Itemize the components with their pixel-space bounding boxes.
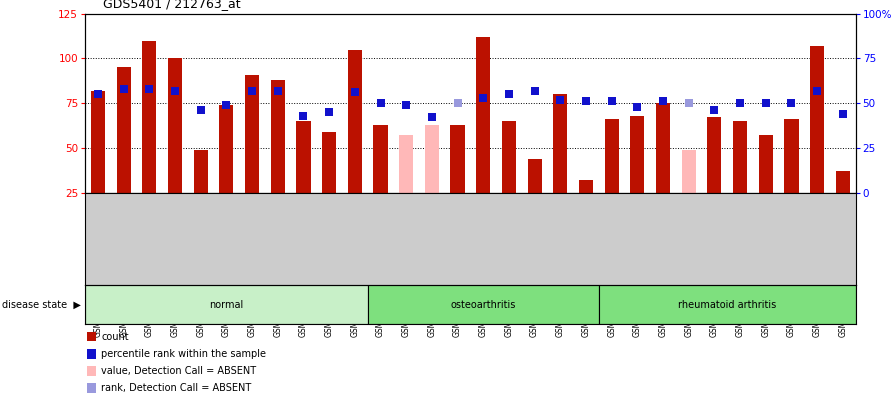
Point	[733, 100, 747, 106]
Point	[759, 100, 773, 106]
Text: rheumatoid arthritis: rheumatoid arthritis	[678, 299, 776, 310]
Bar	[656, 103, 670, 193]
Bar	[168, 59, 182, 193]
Bar	[194, 150, 208, 193]
Point	[810, 88, 824, 94]
Bar	[630, 116, 644, 193]
Text: count: count	[101, 332, 129, 342]
Point	[682, 100, 696, 106]
Text: percentile rank within the sample: percentile rank within the sample	[101, 349, 266, 359]
Bar	[553, 94, 567, 193]
Bar	[528, 159, 542, 193]
Bar	[245, 75, 259, 193]
Text: osteoarthritis: osteoarthritis	[451, 299, 516, 310]
Bar	[425, 125, 439, 193]
Point	[220, 102, 234, 108]
Bar	[142, 40, 157, 193]
Bar	[605, 119, 619, 193]
Point	[142, 86, 157, 92]
Bar	[399, 135, 413, 193]
Point	[322, 109, 336, 115]
Text: disease state  ▶: disease state ▶	[2, 299, 81, 310]
Point	[90, 91, 105, 97]
Point	[476, 95, 490, 101]
Point	[245, 88, 259, 94]
Bar	[88, 332, 96, 342]
Point	[630, 104, 644, 110]
Point	[297, 112, 311, 119]
Point	[605, 98, 619, 105]
Point	[168, 88, 182, 94]
Bar	[271, 80, 285, 193]
Bar	[374, 125, 388, 193]
Point	[348, 89, 362, 95]
Point	[836, 111, 850, 117]
Bar	[579, 180, 593, 193]
Bar	[759, 135, 773, 193]
Text: rank, Detection Call = ABSENT: rank, Detection Call = ABSENT	[101, 383, 252, 393]
Bar	[502, 121, 516, 193]
Text: GDS5401 / 212763_at: GDS5401 / 212763_at	[103, 0, 241, 10]
Point	[425, 114, 439, 121]
Point	[784, 100, 798, 106]
Point	[553, 96, 567, 103]
Bar	[116, 67, 131, 193]
Bar	[682, 150, 696, 193]
Bar	[599, 285, 856, 324]
Point	[271, 88, 285, 94]
Point	[528, 88, 542, 94]
Point	[116, 86, 131, 92]
Bar	[88, 384, 96, 393]
Bar	[367, 285, 599, 324]
Bar	[348, 50, 362, 193]
Bar	[85, 285, 367, 324]
Bar	[90, 91, 105, 193]
Bar	[451, 125, 465, 193]
Point	[374, 100, 388, 106]
Bar	[297, 121, 311, 193]
Bar	[733, 121, 747, 193]
Point	[399, 102, 413, 108]
Point	[656, 98, 670, 105]
Bar	[784, 119, 798, 193]
Point	[502, 91, 516, 97]
Text: value, Detection Call = ABSENT: value, Detection Call = ABSENT	[101, 366, 256, 376]
Point	[194, 107, 208, 114]
Bar	[322, 132, 336, 193]
Bar	[88, 349, 96, 358]
Point	[579, 98, 593, 105]
Bar	[220, 105, 234, 193]
Bar	[476, 37, 490, 193]
Bar	[707, 118, 721, 193]
Bar	[88, 366, 96, 376]
Bar	[836, 171, 850, 193]
Point	[451, 100, 465, 106]
Point	[707, 107, 721, 114]
Bar	[810, 46, 824, 193]
Text: normal: normal	[210, 299, 244, 310]
